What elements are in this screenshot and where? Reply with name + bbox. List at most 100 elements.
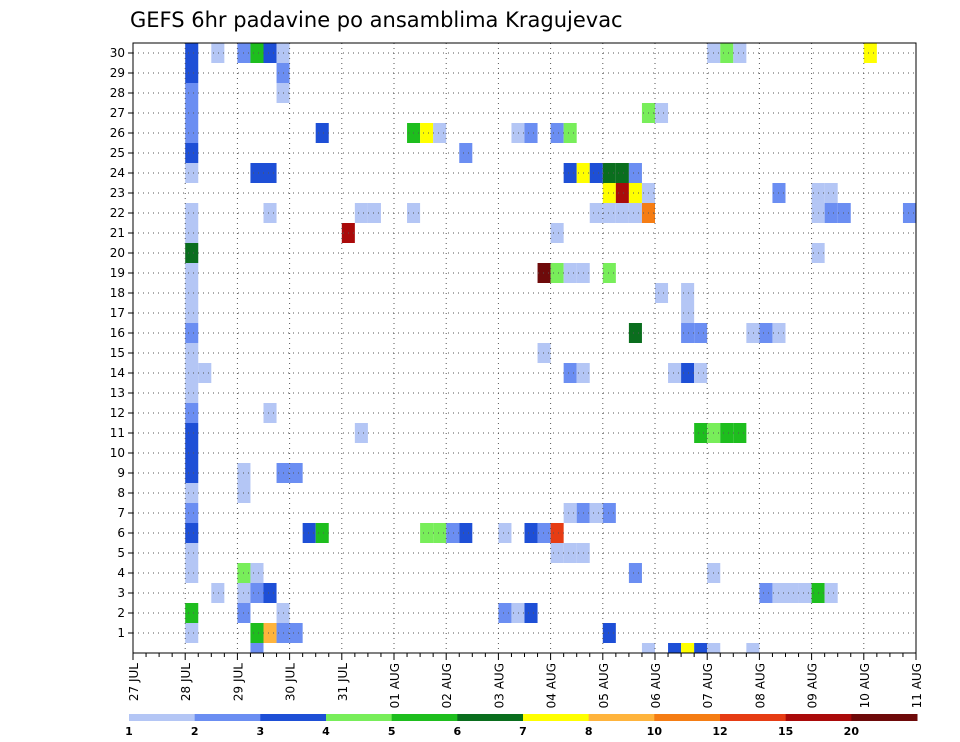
colorbar-swatch [523,714,590,721]
y-tick-label: 28 [110,86,125,100]
colorbar-level-label: 2 [191,725,199,738]
heatmap-cell [655,283,669,303]
x-tick-label: 30 JUL [284,663,298,701]
heatmap-cell [185,83,199,103]
heatmap-cell [602,183,616,203]
x-tick-label: 31 JUL [336,663,350,701]
colorbar-level-label: 6 [454,725,462,738]
x-tick-label: 27 JUL [127,663,141,701]
heatmap-cell [641,643,655,653]
heatmap-cell [263,623,277,643]
heatmap-cell [185,463,199,483]
heatmap-cells [185,43,916,653]
heatmap-cell [185,263,199,283]
heatmap-cell [185,243,199,263]
heatmap-cell [524,603,538,623]
y-tick-label: 19 [110,266,125,280]
colorbar-level-label: 4 [322,725,330,738]
heatmap-cell [185,543,199,563]
heatmap-cell [263,203,277,223]
heatmap-cell [602,203,616,223]
colorbar-swatch [391,714,458,721]
heatmap-cell [185,603,199,623]
heatmap-cell [668,643,682,653]
y-tick-label: 7 [117,506,125,520]
heatmap-cell [537,523,551,543]
y-tick-label: 8 [117,486,125,500]
y-tick-label: 23 [110,186,125,200]
heatmap-cell [681,303,695,323]
heatmap-cell [837,203,851,223]
heatmap-cell [602,503,616,523]
heatmap-cell [185,223,199,243]
heatmap-cell [681,283,695,303]
heatmap-cell [707,643,721,653]
heatmap-cell [185,163,199,183]
heatmap-cell [655,103,669,123]
colorbar-swatch [129,714,196,721]
heatmap-cell [615,163,629,183]
x-tick-label: 02 AUG [440,663,454,708]
x-tick-label: 10 AUG [858,663,872,708]
heatmap-cell [798,583,812,603]
heatmap-cell [185,343,199,363]
heatmap-cell [563,263,577,283]
x-axis: 27 JUL 28 JUL 29 JUL 30 JUL 31 JUL 01 AUG 02 A… [127,653,924,708]
colorbar-swatch [326,714,393,721]
x-tick-label: 07 AUG [701,663,715,708]
heatmap-cell [615,203,629,223]
heatmap-cell [824,583,838,603]
heatmap-cell [746,643,760,653]
y-tick-label: 5 [117,546,125,560]
y-tick-label: 4 [117,566,125,580]
colorbar-swatch [720,714,787,721]
heatmap-cell [694,323,708,343]
colorbar-legend: 1 2 3 4 5 6 7 8 10 12 15 20 [125,714,918,738]
y-tick-label: 18 [110,286,125,300]
heatmap-cell [185,103,199,123]
heatmap-cell [733,43,747,63]
heatmap-cell [250,623,264,643]
heatmap-cell [759,323,773,343]
y-tick-label: 9 [117,466,125,480]
x-tick-label: 28 JUL [179,663,193,701]
x-tick-label: 04 AUG [545,663,559,708]
heatmap-cell [694,643,708,653]
heatmap-cell [563,543,577,563]
heatmap-cell [681,643,695,653]
heatmap-cell [498,603,512,623]
heatmap-cell [185,503,199,523]
heatmap-cell [681,323,695,343]
y-tick-label: 11 [110,426,125,440]
heatmap-cell [315,523,329,543]
heatmap-cell [720,423,734,443]
heatmap-cell [211,43,225,63]
x-tick-label: 11 AUG [910,663,924,708]
heatmap-cell [459,143,473,163]
heatmap-cell [511,603,525,623]
heatmap-cell [785,583,799,603]
heatmap-cell [602,163,616,183]
heatmap-cell [263,43,277,63]
colorbar-swatch [851,714,918,721]
heatmap-cell [289,623,303,643]
heatmap-cell [602,263,616,283]
heatmap-cell [668,363,682,383]
heatmap-cell [263,163,277,183]
heatmap-cell [824,203,838,223]
colorbar-swatch [785,714,852,721]
y-tick-label: 3 [117,586,125,600]
heatmap-cell [602,623,616,643]
heatmap-cell [250,583,264,603]
heatmap-cell [433,523,447,543]
heatmap-cell [563,503,577,523]
colorbar-level-label: 5 [388,725,396,738]
y-tick-label: 22 [110,206,125,220]
colorbar-level-label: 10 [647,725,663,738]
heatmap-cell [420,123,434,143]
heatmap-cell [185,363,199,383]
heatmap-cell [185,43,199,63]
y-tick-label: 20 [110,246,125,260]
heatmap-cell [354,423,368,443]
